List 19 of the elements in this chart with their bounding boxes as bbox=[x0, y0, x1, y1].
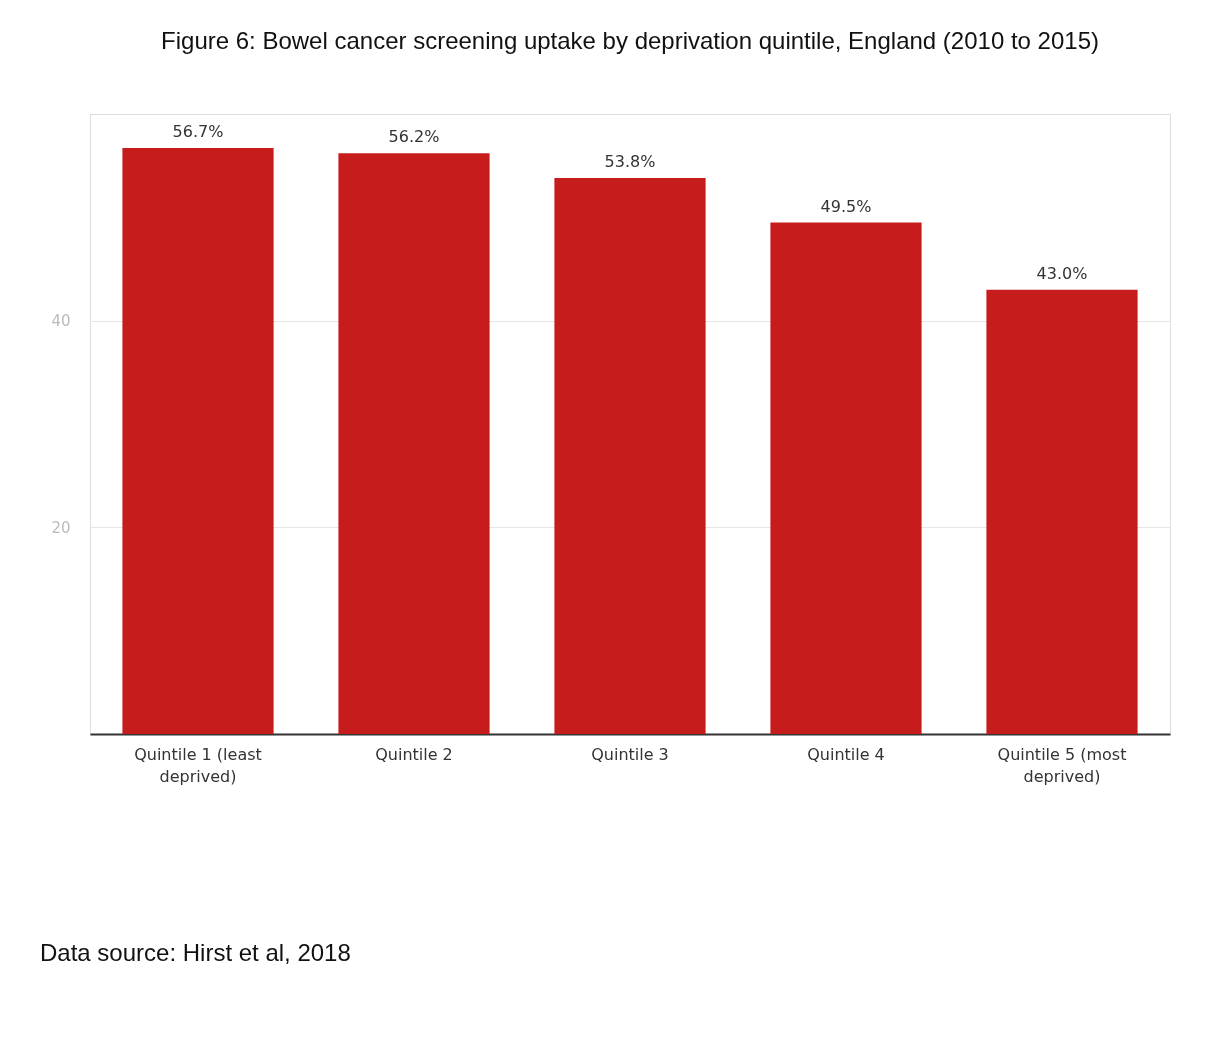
y-tick-label: 20 bbox=[51, 518, 71, 537]
data-label: 53.8% bbox=[604, 152, 656, 172]
bar bbox=[554, 178, 706, 734]
bar bbox=[986, 289, 1138, 734]
chart-title: Figure 6: Bowel cancer screening uptake by deprivation quintile, England (2010 to 2015) bbox=[161, 27, 1099, 54]
x-tick-label: Quintile 4 bbox=[807, 744, 885, 764]
bar bbox=[338, 153, 490, 734]
x-tick-label: Quintile 3 bbox=[591, 744, 669, 764]
data-label: 49.5% bbox=[820, 196, 872, 216]
y-tick-label: 40 bbox=[51, 312, 71, 331]
data-label: 56.7% bbox=[172, 122, 224, 142]
data-label: 43.0% bbox=[1036, 263, 1088, 283]
source-note: Data source: Hirst et al, 2018 bbox=[40, 939, 351, 966]
x-tick-label: Quintile 5 (most deprived) bbox=[997, 744, 1127, 786]
x-tick-label: Quintile 1 (least deprived) bbox=[134, 744, 262, 786]
x-tick-label: Quintile 2 bbox=[375, 744, 453, 764]
bar bbox=[770, 222, 922, 734]
bar bbox=[122, 148, 274, 734]
data-label: 56.2% bbox=[388, 127, 440, 147]
